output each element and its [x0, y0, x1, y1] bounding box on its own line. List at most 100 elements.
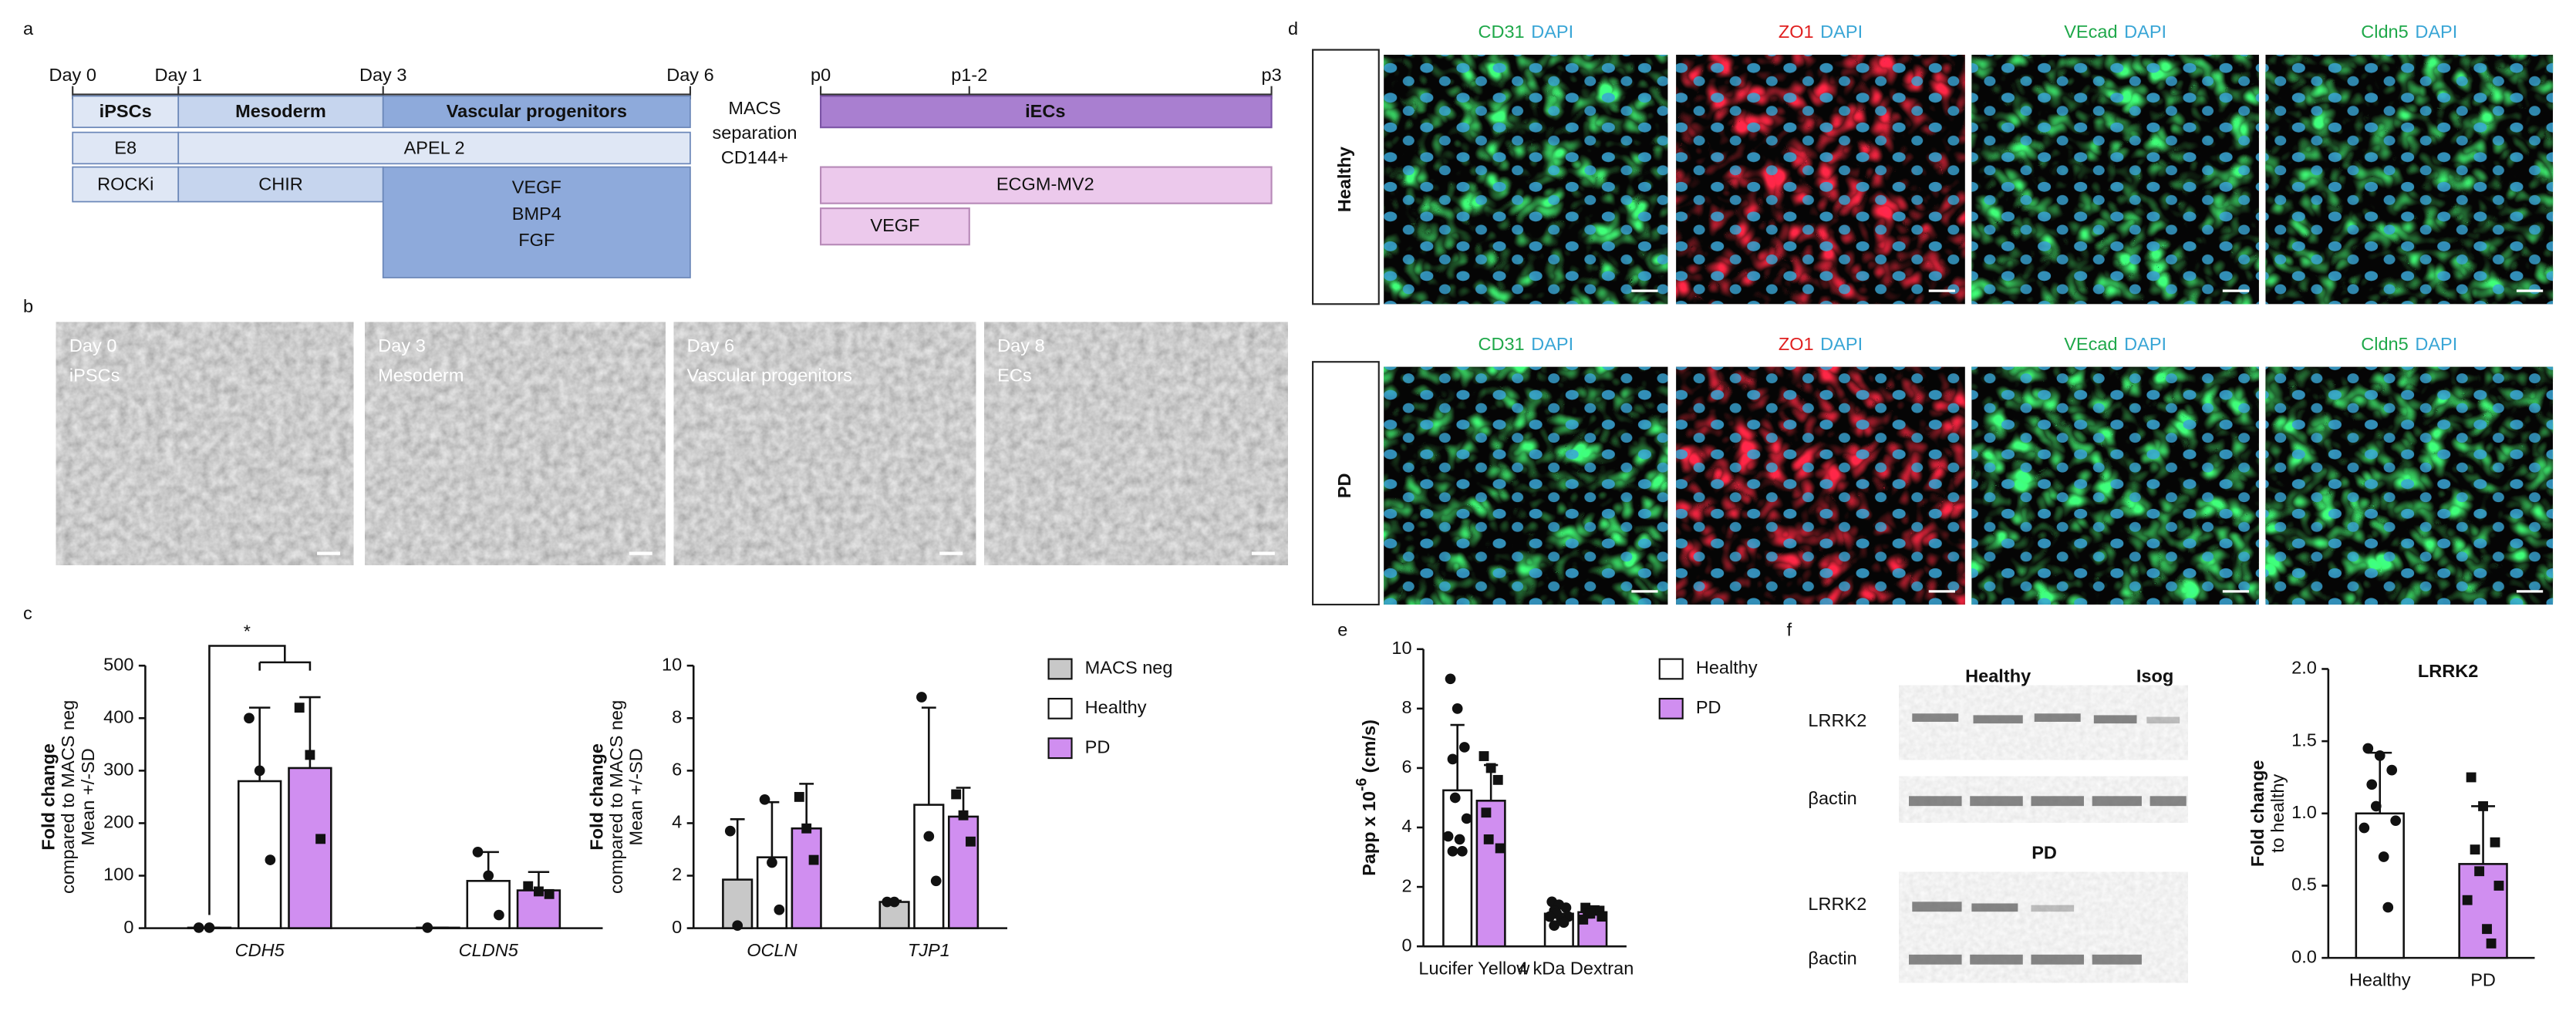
data-point [2370, 800, 2382, 812]
y-axis-label: to healthy [2267, 774, 2288, 853]
blot-protein-label: βactin [1808, 788, 1856, 808]
legend-label: Healthy [1085, 697, 1147, 717]
data-point [1578, 915, 1589, 925]
data-point [305, 750, 315, 760]
data-point [724, 825, 736, 837]
image-day: Day 8 [997, 335, 1045, 356]
separation-label: MACS [728, 98, 781, 118]
data-point [1479, 751, 1489, 761]
data-point [193, 922, 204, 933]
factor-label: ROCKi [97, 174, 153, 194]
data-point [1544, 911, 1556, 922]
stain-label: VEcad DAPI [2064, 22, 2166, 42]
data-point [1549, 920, 1559, 932]
data-point [494, 909, 504, 921]
significance-mark: * [244, 622, 251, 642]
data-point [1558, 917, 1570, 928]
factor-box [177, 166, 384, 203]
y-tick-label: 300 [103, 760, 133, 780]
stain-counter: DAPI [2415, 334, 2457, 354]
stain-label: VEcad DAPI [2064, 334, 2166, 354]
data-point [1560, 902, 1572, 913]
data-point [1442, 831, 1454, 842]
stage-label: iPSCs [99, 101, 152, 121]
stage-box [382, 95, 691, 129]
data-point [534, 886, 544, 897]
stain-label: Cldn5 DAPI [2361, 22, 2457, 42]
bar [288, 767, 332, 929]
medium-label: APEL 2 [404, 137, 465, 157]
legend-swatch [1047, 658, 1073, 680]
data-point [1483, 834, 1494, 844]
image-day: Day 6 [687, 335, 735, 356]
x-tick-label: CDH5 [235, 940, 285, 960]
micrograph-nuclei [1384, 366, 1668, 605]
y-tick-label: 2 [1401, 875, 1411, 895]
data-point [544, 888, 555, 899]
stain-marker: ZO1 [1779, 334, 1814, 354]
data-point [1447, 753, 1458, 765]
micrograph-nuclei [2265, 55, 2554, 305]
factor-box [382, 166, 691, 278]
y-tick-label: 1.0 [2291, 802, 2317, 822]
data-point [2386, 764, 2398, 776]
panel-label: f [1787, 619, 1792, 639]
legend-label: PD [1696, 697, 1721, 717]
data-point [1495, 843, 1505, 854]
data-point [1481, 807, 1492, 818]
data-point [2478, 801, 2488, 811]
stain-counter: DAPI [1531, 334, 1573, 354]
growth-factor-label: FGF [518, 230, 555, 250]
data-point [923, 831, 935, 842]
data-point [294, 703, 305, 713]
stain-label: ZO1 DAPI [1779, 334, 1863, 354]
data-point [315, 834, 326, 844]
data-point [1458, 742, 1470, 753]
y-tick-label: 400 [103, 706, 133, 726]
y-tick-label: 0 [1401, 935, 1411, 955]
y-tick-label: 10 [1391, 638, 1411, 658]
x-tick-label: TJP1 [908, 940, 950, 960]
data-point [801, 823, 812, 834]
data-point [1449, 792, 1461, 804]
day-label: Day 1 [154, 65, 202, 85]
separation-label: separation [712, 123, 797, 143]
micrograph-nuclei [1676, 366, 1965, 605]
data-point [204, 922, 215, 933]
stain-marker: CD31 [1478, 22, 1524, 42]
data-point [732, 920, 743, 932]
bar [2458, 863, 2508, 959]
day-label: Day 6 [666, 65, 714, 85]
passage-label: p3 [1261, 65, 1281, 85]
brightfield-image [984, 322, 1288, 565]
ec-stage-box [820, 95, 1273, 129]
stain-counter: DAPI [2124, 22, 2166, 42]
y-tick-label: 0.0 [2291, 946, 2317, 966]
blot-image [1899, 685, 2188, 760]
blot-group-label: Healthy [1965, 666, 2031, 686]
x-tick-label: CLDN5 [459, 940, 519, 960]
bar [1475, 800, 1506, 948]
y-axis-label: compared to MACS neg [606, 700, 626, 894]
significance-bracket [208, 645, 312, 915]
data-point [2362, 743, 2374, 754]
panel-label: b [23, 296, 33, 316]
legend-swatch [1047, 737, 1073, 760]
y-tick-label: 8 [672, 706, 682, 726]
day-label: Day 3 [359, 65, 407, 85]
row-label: PD [1334, 473, 1354, 498]
data-point [1485, 763, 1496, 773]
data-point [1457, 845, 1468, 857]
stain-marker: VEcad [2064, 334, 2117, 354]
y-tick-label: 6 [1401, 757, 1411, 777]
panel-label: d [1288, 19, 1298, 39]
bar [947, 815, 979, 929]
y-axis-label: Mean +/-SD [626, 748, 646, 845]
data-point [1445, 673, 1456, 685]
y-tick-label: 100 [103, 864, 133, 885]
ec-medium-label: ECGM-MV2 [996, 174, 1094, 194]
legend-swatch [1658, 658, 1684, 680]
data-point [1454, 834, 1465, 845]
